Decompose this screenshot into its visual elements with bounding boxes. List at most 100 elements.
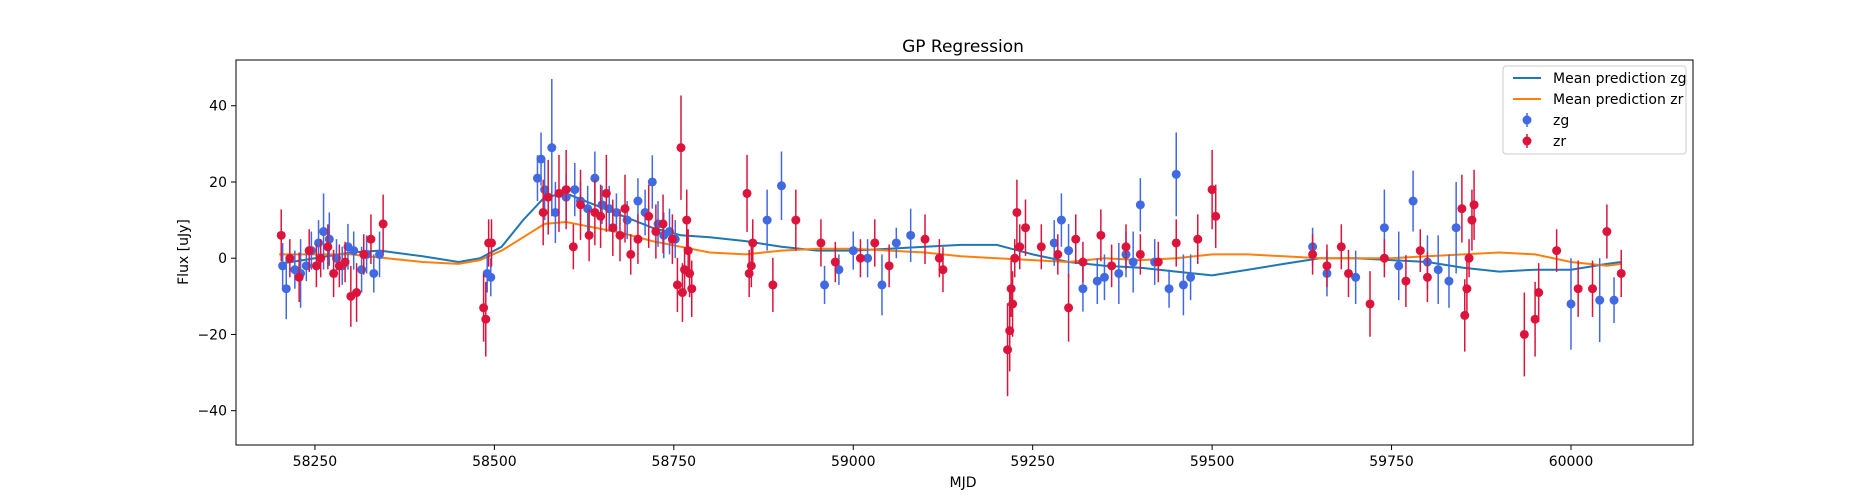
data-point-zr bbox=[855, 253, 865, 263]
data-point-zr bbox=[685, 268, 695, 278]
data-point-zg bbox=[349, 246, 359, 256]
data-point-zr bbox=[596, 211, 606, 221]
data-point-zg bbox=[1128, 257, 1138, 267]
series-line-zr bbox=[279, 220, 1622, 267]
axes-frame bbox=[235, 59, 1694, 446]
data-point-zr bbox=[620, 204, 630, 214]
data-point-zr bbox=[1135, 249, 1145, 259]
data-point-zr bbox=[1464, 253, 1474, 263]
data-point-zr bbox=[1096, 230, 1106, 240]
legend-label: zr bbox=[1553, 134, 1566, 150]
data-point-zr bbox=[311, 261, 321, 271]
x-tick-label: 59000 bbox=[831, 454, 876, 470]
data-point-zg bbox=[611, 207, 621, 217]
data-point-zg bbox=[1595, 295, 1605, 305]
data-point-zg bbox=[1099, 272, 1109, 282]
y-tick-label: 40 bbox=[209, 99, 227, 115]
data-point-zr bbox=[366, 234, 376, 244]
data-point-zg bbox=[597, 200, 607, 210]
data-point-zr bbox=[601, 188, 611, 198]
data-point-zr bbox=[830, 257, 840, 267]
data-point-zr bbox=[1008, 299, 1018, 309]
data-point-zg bbox=[1114, 268, 1124, 278]
data-point-zr bbox=[1588, 284, 1598, 294]
data-point-zg bbox=[622, 215, 632, 225]
data-point-zr bbox=[934, 253, 944, 263]
data-point-zr bbox=[1006, 284, 1016, 294]
data-point-zg bbox=[1444, 276, 1454, 286]
data-point-zr bbox=[481, 314, 491, 324]
data-point-zr bbox=[1021, 223, 1031, 233]
data-point-zr bbox=[538, 207, 548, 217]
data-point-zr bbox=[1003, 345, 1013, 355]
data-point-zr bbox=[672, 280, 682, 290]
data-point-zr bbox=[870, 238, 880, 248]
data-point-zg bbox=[1049, 238, 1059, 248]
data-point-zg bbox=[550, 207, 560, 217]
data-point-zr bbox=[1422, 272, 1432, 282]
data-point-zg bbox=[776, 181, 786, 191]
data-point-zg bbox=[863, 253, 873, 263]
data-point-zg bbox=[1379, 223, 1389, 233]
x-tick-label: 59250 bbox=[1010, 454, 1055, 470]
data-point-zg bbox=[1351, 272, 1361, 282]
data-point-zr bbox=[378, 219, 388, 229]
data-point-zr bbox=[626, 249, 636, 259]
data-point-zr bbox=[615, 230, 625, 240]
legend-label: zg bbox=[1553, 113, 1569, 129]
data-point-zr bbox=[479, 303, 489, 313]
data-point-zg bbox=[1064, 246, 1074, 256]
data-point-zr bbox=[316, 253, 326, 263]
data-point-zr bbox=[487, 238, 497, 248]
data-point-zr bbox=[744, 268, 754, 278]
data-point-zr bbox=[323, 242, 333, 252]
data-point-zr bbox=[340, 257, 350, 267]
data-point-zr bbox=[658, 219, 668, 229]
data-point-zg bbox=[1394, 261, 1404, 271]
data-point-zr bbox=[1071, 234, 1081, 244]
data-point-zg bbox=[1451, 223, 1461, 233]
data-point-zg bbox=[647, 177, 657, 187]
data-point-zr bbox=[816, 238, 826, 248]
data-point-zg bbox=[540, 185, 550, 195]
data-point-zr bbox=[1211, 211, 1221, 221]
data-point-zr bbox=[1193, 234, 1203, 244]
data-point-zr bbox=[1171, 238, 1181, 248]
y-tick-label: 0 bbox=[218, 251, 227, 267]
data-point-zr bbox=[633, 234, 643, 244]
data-point-zr bbox=[1365, 299, 1375, 309]
data-point-zr bbox=[676, 143, 686, 153]
data-point-zr bbox=[768, 280, 778, 290]
x-tick-label: 58500 bbox=[472, 454, 517, 470]
data-point-zr bbox=[543, 192, 553, 202]
data-point-zr bbox=[1573, 284, 1583, 294]
y-tick-label: 20 bbox=[209, 175, 227, 191]
plot-area bbox=[276, 79, 1626, 397]
data-point-zr bbox=[667, 234, 677, 244]
data-point-zg bbox=[633, 196, 643, 206]
data-point-zr bbox=[1107, 261, 1117, 271]
data-point-zr bbox=[748, 238, 758, 248]
data-point-zr bbox=[1534, 288, 1544, 298]
y-axis: −40 −20 0 20 40 bbox=[197, 99, 236, 420]
data-point-zr bbox=[1121, 242, 1131, 252]
data-point-zg bbox=[877, 280, 887, 290]
data-point-zr bbox=[1336, 242, 1346, 252]
data-point-zg bbox=[1408, 196, 1418, 206]
data-point-zr bbox=[1036, 242, 1046, 252]
data-point-zr bbox=[608, 223, 618, 233]
data-point-zr bbox=[304, 246, 314, 256]
data-point-zr bbox=[329, 268, 339, 278]
data-point-zg bbox=[1171, 169, 1181, 179]
data-point-zr bbox=[1469, 200, 1479, 210]
data-point-zr bbox=[1379, 253, 1389, 263]
legend-box bbox=[1502, 65, 1687, 155]
data-point-zg bbox=[486, 272, 496, 282]
data-point-zr bbox=[1010, 253, 1020, 263]
data-point-zr bbox=[651, 227, 661, 237]
data-point-zr bbox=[584, 230, 594, 240]
data-point-zr bbox=[1457, 204, 1467, 214]
data-point-zr bbox=[1053, 249, 1063, 259]
data-point-zg bbox=[536, 154, 546, 164]
